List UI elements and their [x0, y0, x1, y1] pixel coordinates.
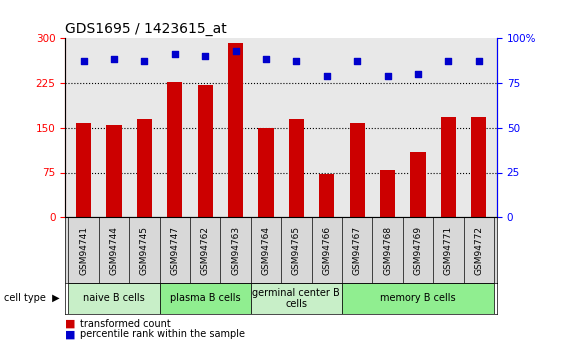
Bar — [342, 283, 494, 314]
Text: GSM94767: GSM94767 — [353, 226, 362, 275]
Bar — [167, 82, 182, 217]
Text: cell type  ▶: cell type ▶ — [4, 294, 60, 303]
Point — [474, 59, 483, 64]
Text: GSM94769: GSM94769 — [414, 226, 423, 275]
Point — [444, 59, 453, 64]
Point — [383, 73, 392, 78]
Point — [414, 71, 423, 77]
Text: germinal center B
cells: germinal center B cells — [253, 288, 340, 309]
Bar — [68, 283, 160, 314]
Bar — [349, 124, 365, 217]
Bar — [198, 85, 213, 217]
Text: GSM94762: GSM94762 — [201, 226, 210, 275]
Text: GSM94772: GSM94772 — [474, 226, 483, 275]
Bar — [137, 119, 152, 217]
Bar — [471, 117, 486, 217]
Bar — [258, 128, 274, 217]
Bar — [410, 151, 425, 217]
Bar — [441, 117, 456, 217]
Point — [261, 57, 270, 62]
Bar — [319, 174, 335, 217]
Bar — [160, 283, 250, 314]
Point — [231, 48, 240, 53]
Bar — [250, 283, 342, 314]
Text: transformed count: transformed count — [80, 319, 170, 329]
Text: GSM94768: GSM94768 — [383, 226, 392, 275]
Point — [140, 59, 149, 64]
Point — [79, 59, 88, 64]
Text: GSM94763: GSM94763 — [231, 226, 240, 275]
Point — [292, 59, 301, 64]
Text: GDS1695 / 1423615_at: GDS1695 / 1423615_at — [65, 21, 227, 36]
Bar — [380, 169, 395, 217]
Point — [110, 57, 119, 62]
Text: naive B cells: naive B cells — [83, 294, 145, 303]
Text: GSM94771: GSM94771 — [444, 226, 453, 275]
Text: ■: ■ — [65, 329, 76, 339]
Text: GSM94745: GSM94745 — [140, 226, 149, 275]
Bar — [76, 123, 91, 217]
Bar — [106, 125, 122, 217]
Text: plasma B cells: plasma B cells — [170, 294, 240, 303]
Text: GSM94744: GSM94744 — [110, 226, 119, 275]
Bar — [228, 43, 243, 217]
Point — [201, 53, 210, 59]
Text: ■: ■ — [65, 319, 76, 329]
Text: GSM94766: GSM94766 — [322, 226, 331, 275]
Text: GSM94765: GSM94765 — [292, 226, 301, 275]
Point — [353, 59, 362, 64]
Text: GSM94741: GSM94741 — [79, 226, 88, 275]
Text: percentile rank within the sample: percentile rank within the sample — [80, 329, 244, 339]
Text: GSM94747: GSM94747 — [170, 226, 179, 275]
Text: memory B cells: memory B cells — [380, 294, 456, 303]
Point — [322, 73, 331, 78]
Point — [170, 51, 179, 57]
Bar — [289, 119, 304, 217]
Text: GSM94764: GSM94764 — [261, 226, 270, 275]
